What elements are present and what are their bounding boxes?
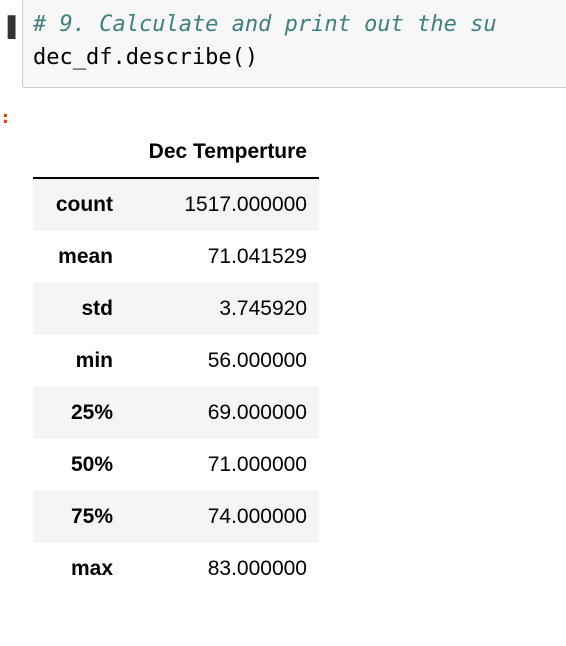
code-statement: dec_df.describe() <box>33 45 259 70</box>
code-cell-input[interactable]: # 9. Calculate and print out the su dec_… <box>22 0 566 88</box>
row-value: 56.000000 <box>207 349 307 372</box>
table-row: min 56.000000 <box>33 335 319 387</box>
row-label: max <box>70 557 113 580</box>
row-value: 83.000000 <box>207 557 307 580</box>
table-row: 50% 71.000000 <box>33 439 319 491</box>
table-row: max 83.000000 <box>33 543 319 595</box>
output-prompt: : <box>0 107 11 128</box>
row-value: 3.745920 <box>125 283 319 335</box>
table-row: 25% 69.000000 <box>33 387 319 439</box>
row-value: 69.000000 <box>125 387 319 439</box>
row-label: min <box>75 349 113 372</box>
row-value: 71.000000 <box>207 453 307 476</box>
table-row: mean 71.041529 <box>33 231 319 283</box>
row-label: 25% <box>33 387 125 439</box>
cell-collapse-marker-icon[interactable]: ▐ <box>0 15 16 39</box>
describe-output-table: Dec Temperture count 1517.000000 mean 71… <box>33 127 319 595</box>
row-value: 71.041529 <box>207 245 307 268</box>
row-value: 74.000000 <box>125 491 319 543</box>
row-value: 1517.000000 <box>125 178 319 231</box>
row-label: 50% <box>70 453 113 476</box>
row-label: count <box>33 178 125 231</box>
table-row: std 3.745920 <box>33 283 319 335</box>
code-comment: # 9. Calculate and print out the su <box>33 12 497 37</box>
table-row: count 1517.000000 <box>33 178 319 231</box>
row-label: mean <box>58 245 113 268</box>
table-row: 75% 74.000000 <box>33 491 319 543</box>
row-label: 75% <box>33 491 125 543</box>
table-header-row: Dec Temperture <box>33 127 319 179</box>
table-corner-cell <box>33 127 125 179</box>
column-header: Dec Temperture <box>125 127 319 179</box>
row-label: std <box>33 283 125 335</box>
